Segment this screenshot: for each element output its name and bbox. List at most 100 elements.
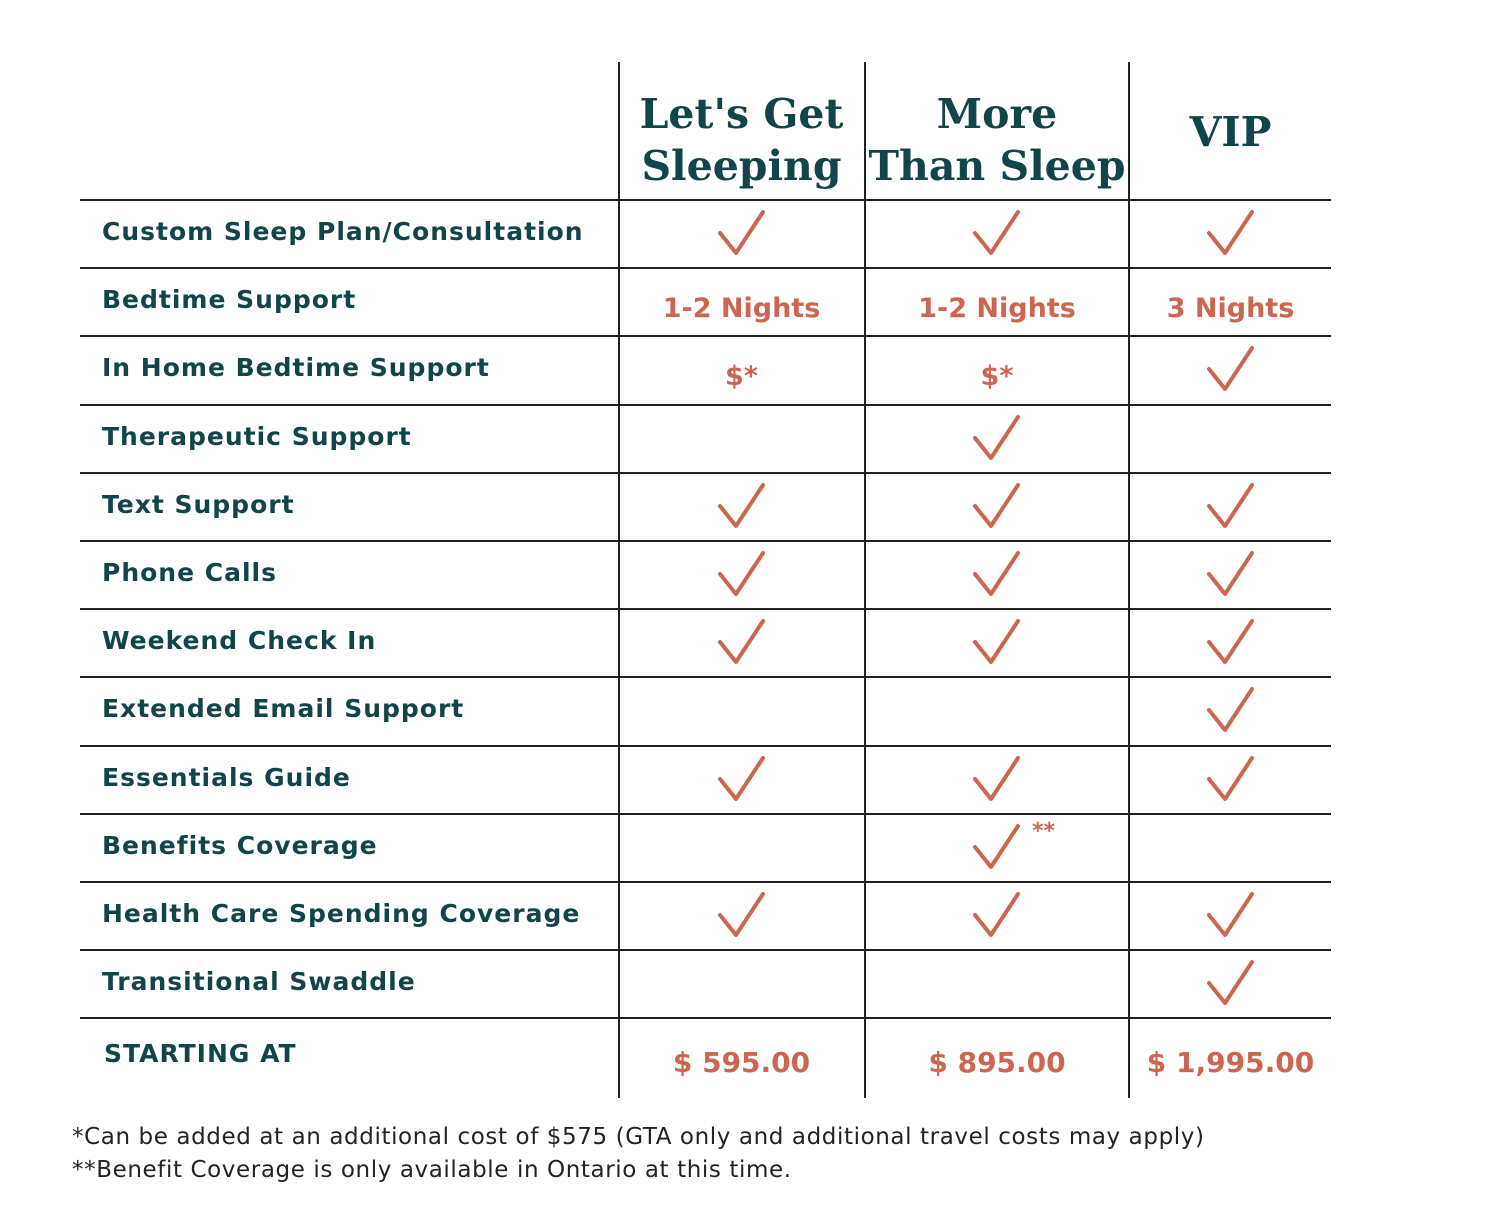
feature-value: 3 Nights bbox=[1166, 292, 1295, 324]
footnote-in-home-cost: *Can be added at an additional cost of $… bbox=[72, 1124, 1205, 1150]
feature-cell: 3 Nights bbox=[1130, 275, 1331, 341]
row-divider bbox=[80, 267, 1331, 270]
plan-price: $ 595.00 bbox=[672, 1045, 811, 1079]
check-icon bbox=[1206, 960, 1254, 1006]
check-icon bbox=[717, 619, 765, 665]
feature-cell bbox=[619, 883, 864, 949]
plan-price: $ 1,995.00 bbox=[1146, 1045, 1315, 1079]
feature-cell bbox=[619, 747, 864, 813]
plan-name-line: Sleeping bbox=[641, 142, 842, 190]
check-icon bbox=[1206, 755, 1254, 801]
feature-cell: $* bbox=[619, 343, 864, 409]
feature-cell bbox=[1130, 542, 1331, 608]
feature-label: Essentials Guide bbox=[102, 762, 351, 792]
feature-label: In Home Bedtime Support bbox=[102, 353, 490, 383]
feature-label: Phone Calls bbox=[102, 558, 277, 587]
check-icon bbox=[973, 210, 1020, 256]
feature-cell bbox=[866, 201, 1128, 267]
check-icon bbox=[973, 482, 1020, 528]
feature-cell bbox=[619, 201, 864, 267]
check-icon bbox=[973, 755, 1020, 801]
row-divider bbox=[80, 403, 1331, 406]
feature-cell bbox=[1130, 678, 1331, 744]
feature-cell bbox=[866, 542, 1128, 608]
starting-at-label: STARTING AT bbox=[104, 1039, 297, 1069]
row-divider bbox=[80, 199, 1331, 201]
feature-cell bbox=[619, 542, 864, 608]
row-divider bbox=[80, 608, 1331, 611]
feature-value: 1-2 Nights bbox=[918, 292, 1076, 324]
footnote-marker: ** bbox=[1032, 818, 1056, 844]
row-divider bbox=[80, 471, 1331, 474]
feature-cell bbox=[1130, 747, 1331, 813]
feature-cell bbox=[866, 747, 1128, 813]
plan-name-line: More bbox=[936, 90, 1058, 138]
check-icon bbox=[973, 551, 1020, 597]
feature-cell bbox=[1130, 474, 1331, 540]
row-divider bbox=[80, 812, 1331, 815]
plan-name: More Than Sleep bbox=[869, 88, 1126, 192]
feature-value: $* bbox=[725, 360, 758, 392]
feature-cell bbox=[1130, 951, 1331, 1017]
feature-label: Weekend Check In bbox=[102, 626, 377, 656]
row-divider bbox=[80, 540, 1331, 542]
plan-name: VIP bbox=[1190, 106, 1272, 158]
feature-cell bbox=[866, 678, 1128, 744]
check-icon bbox=[973, 414, 1020, 460]
feature-cell bbox=[619, 474, 864, 540]
feature-cell bbox=[1130, 883, 1331, 949]
row-divider bbox=[80, 881, 1331, 883]
feature-label: Extended Email Support bbox=[102, 694, 465, 724]
column-divider bbox=[864, 62, 866, 1098]
row-divider bbox=[80, 676, 1331, 679]
feature-cell bbox=[1130, 610, 1331, 676]
footnote-benefit-coverage: **Benefit Coverage is only available in … bbox=[72, 1157, 792, 1183]
feature-cell: $* bbox=[866, 343, 1128, 409]
feature-cell bbox=[866, 951, 1128, 1017]
row-divider bbox=[80, 335, 1331, 338]
feature-cell: 1-2 Nights bbox=[619, 275, 864, 341]
feature-label: Benefits Coverage bbox=[102, 830, 378, 860]
feature-label: Bedtime Support bbox=[102, 285, 357, 315]
feature-value: $* bbox=[980, 360, 1014, 392]
check-icon bbox=[717, 755, 765, 801]
plan-name-line: Let's Get bbox=[639, 90, 844, 138]
feature-cell bbox=[866, 610, 1128, 676]
price-cell: $ 595.00 bbox=[619, 1037, 864, 1087]
row-divider bbox=[80, 949, 1331, 952]
feature-cell bbox=[1130, 201, 1331, 267]
check-icon bbox=[1206, 346, 1254, 392]
plan-header: Let's Get Sleeping bbox=[619, 86, 864, 194]
feature-cell bbox=[866, 474, 1128, 540]
feature-cell bbox=[619, 815, 864, 881]
plan-name-line: Than Sleep bbox=[868, 142, 1126, 190]
column-divider bbox=[618, 62, 620, 1098]
feature-cell bbox=[1130, 337, 1331, 403]
feature-cell bbox=[619, 678, 864, 744]
feature-label: Custom Sleep Plan/Consultation bbox=[102, 217, 584, 246]
plan-name-line: VIP bbox=[1189, 108, 1272, 156]
row-divider bbox=[80, 1017, 1331, 1020]
check-icon bbox=[717, 892, 765, 938]
check-icon bbox=[973, 619, 1020, 665]
check-icon bbox=[717, 551, 765, 597]
feature-label: Text Support bbox=[102, 489, 295, 519]
check-icon bbox=[1206, 892, 1254, 938]
plan-price: $ 895.00 bbox=[928, 1045, 1066, 1079]
check-icon bbox=[1206, 210, 1254, 256]
feature-cell bbox=[619, 951, 864, 1017]
feature-cell bbox=[866, 406, 1128, 472]
feature-value: 1-2 Nights bbox=[662, 292, 821, 324]
price-cell: $ 895.00 bbox=[866, 1037, 1128, 1087]
feature-cell bbox=[1130, 406, 1331, 472]
feature-cell bbox=[1130, 815, 1331, 881]
feature-label: Health Care Spending Coverage bbox=[102, 899, 581, 928]
feature-cell bbox=[866, 815, 1128, 881]
check-icon bbox=[717, 210, 765, 256]
check-icon bbox=[1206, 687, 1254, 733]
row-divider bbox=[80, 744, 1331, 747]
plan-header: VIP bbox=[1130, 78, 1331, 186]
check-icon bbox=[973, 823, 1020, 869]
check-icon bbox=[717, 482, 765, 528]
column-divider bbox=[1128, 62, 1130, 1098]
